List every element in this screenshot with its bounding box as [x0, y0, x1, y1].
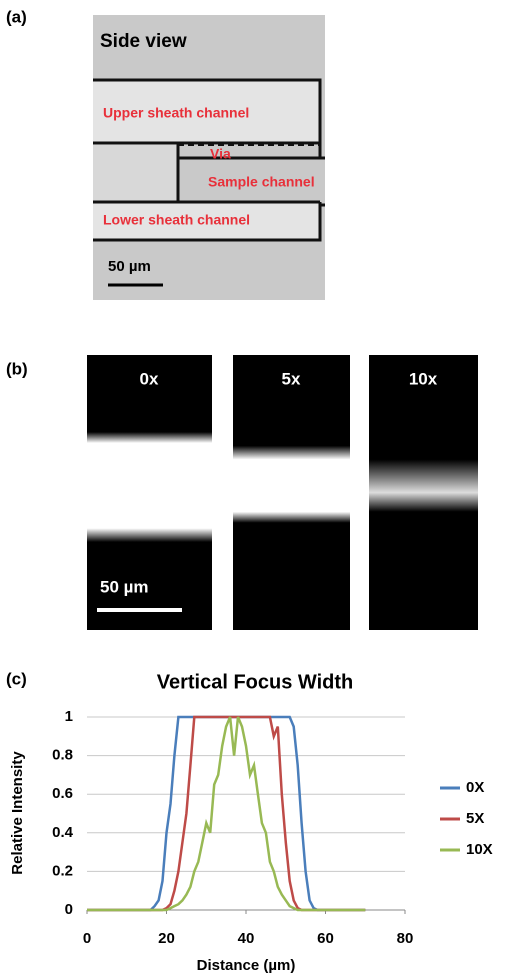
y-tick-label: 1: [65, 708, 73, 725]
annotation: Upper sheath channel: [103, 105, 249, 121]
x-tick-label: 60: [317, 930, 334, 947]
frame-label: 5x: [282, 369, 301, 388]
panel-label: (a): [6, 7, 27, 26]
image-title: Side view: [100, 31, 187, 52]
legend-label: 10X: [466, 841, 493, 858]
y-tick-label: 0.6: [52, 785, 73, 802]
panel-label: (b): [6, 359, 28, 378]
frame-label: 10x: [409, 369, 438, 388]
chart-title: Vertical Focus Width: [157, 671, 354, 693]
series-line: [87, 717, 365, 910]
y-tick-label: 0.4: [52, 824, 74, 841]
x-axis-label: Distance (µm): [197, 957, 296, 974]
y-tick-label: 0: [65, 901, 73, 918]
x-tick-label: 20: [158, 930, 175, 947]
legend-label: 0X: [466, 779, 484, 796]
series-line: [87, 717, 365, 910]
x-tick-label: 40: [238, 930, 255, 947]
y-tick-label: 0.8: [52, 747, 73, 764]
annotation: Lower sheath channel: [103, 212, 250, 228]
frame-image: [233, 355, 350, 630]
series-line: [87, 717, 365, 910]
y-axis-label: Relative Intensity: [9, 751, 26, 875]
figure: (a) Side view Upper sheath channel Via S…: [0, 0, 510, 979]
scale-label: 50 µm: [100, 577, 149, 596]
legend-label: 5X: [466, 810, 484, 827]
scale-label: 50 µm: [108, 258, 151, 275]
frame-image: [369, 355, 478, 630]
x-tick-label: 0: [83, 930, 91, 947]
annotation: Via: [210, 146, 231, 162]
x-tick-label: 80: [397, 930, 414, 947]
panel-label: (c): [6, 669, 27, 688]
frame-label: 0x: [140, 369, 159, 388]
y-tick-label: 0.2: [52, 862, 73, 879]
plot: 0 0.2 0.4 0.6 0.8 1 0 20 40 60 80 0X 5X 10X: [52, 708, 493, 947]
annotation: Sample channel: [208, 174, 315, 190]
